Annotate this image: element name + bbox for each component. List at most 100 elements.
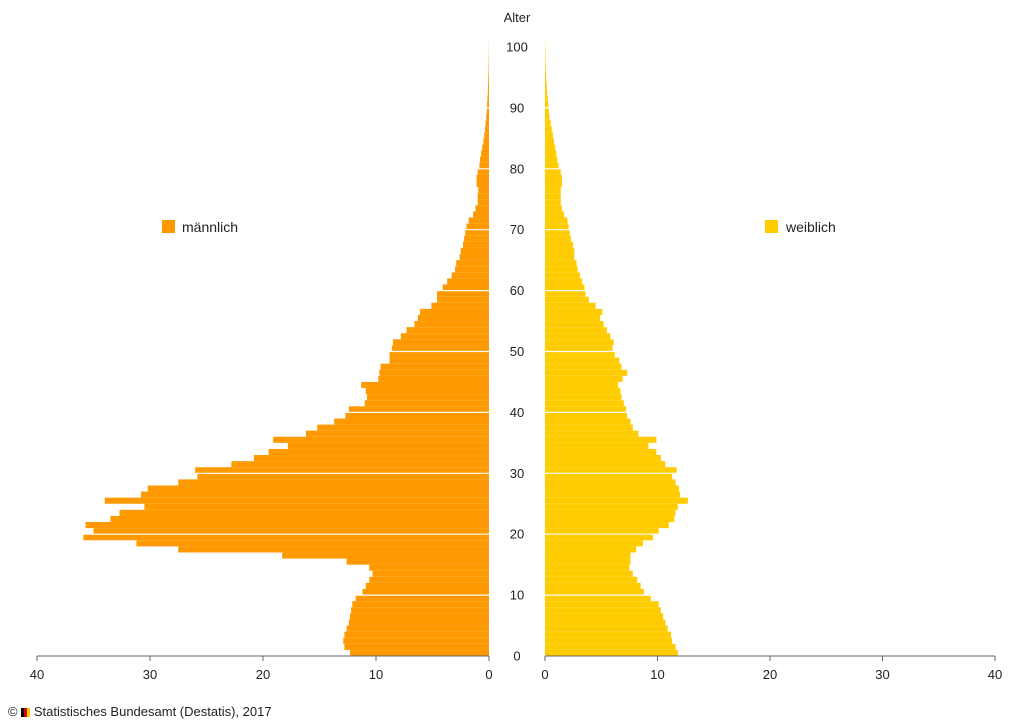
female-x-tick-label-30: 30 <box>875 667 889 682</box>
female-bar-age-46 <box>545 369 628 376</box>
male-bar-age-92 <box>487 89 489 96</box>
male-bar-age-77 <box>476 180 489 188</box>
male-bar-age-9 <box>355 595 489 602</box>
male-bar-age-71 <box>468 217 489 224</box>
male-bar-age-16 <box>282 552 489 559</box>
age-tick-label-90: 90 <box>510 100 524 115</box>
male-bar-age-40 <box>348 406 489 413</box>
female-bar-age-91 <box>545 95 548 102</box>
female-bar-age-9 <box>545 595 651 602</box>
female-bar-age-86 <box>545 126 552 133</box>
male-bar-age-11 <box>365 582 489 590</box>
male-bar-age-95 <box>488 71 490 78</box>
male-bar-age-26 <box>140 491 489 498</box>
female-bar-age-89 <box>545 107 549 114</box>
female-bar-age-40 <box>545 406 626 413</box>
male-bar-age-13 <box>372 570 489 577</box>
female-bar-age-28 <box>545 479 676 486</box>
age-tick-label-20: 20 <box>510 527 524 542</box>
male-bar-age-90 <box>487 101 489 108</box>
female-bar-age-69 <box>545 229 570 236</box>
male-bar-age-8 <box>352 601 489 608</box>
female-bar-age-42 <box>545 394 622 401</box>
male-bar-age-22 <box>110 515 489 523</box>
male-x-tick-label-30: 30 <box>143 667 157 682</box>
female-bar-age-56 <box>545 308 603 315</box>
female-bar-age-45 <box>545 375 623 382</box>
male-bar-age-49 <box>389 351 489 358</box>
female-bar-age-71 <box>545 217 568 224</box>
female-bar-age-62 <box>545 272 580 279</box>
male-bar-age-35 <box>273 436 489 443</box>
male-bar-age-65 <box>459 254 489 261</box>
legend-female-label: weiblich <box>785 219 836 235</box>
female-bar-age-82 <box>545 150 557 157</box>
male-bar-age-63 <box>455 266 489 273</box>
female-bar-age-34 <box>545 442 649 449</box>
male-bar-age-36 <box>305 430 489 437</box>
male-bar-age-68 <box>464 235 489 242</box>
male-bar-age-81 <box>479 156 489 163</box>
female-bar-age-75 <box>545 193 561 200</box>
male-bar-age-30 <box>195 467 489 474</box>
female-bar-age-26 <box>545 491 680 498</box>
male-bar-age-20 <box>93 528 489 535</box>
male-bar-age-10 <box>362 589 489 596</box>
male-bar-age-1 <box>344 643 489 650</box>
female-bar-age-21 <box>545 522 669 529</box>
female-bar-age-84 <box>545 138 554 145</box>
female-bar-age-94 <box>545 77 547 84</box>
male-bar-age-75 <box>477 193 489 200</box>
female-bar-age-92 <box>545 89 548 96</box>
copyright-symbol: © <box>8 704 18 719</box>
female-bar-age-29 <box>545 473 673 480</box>
female-bar-age-38 <box>545 418 631 425</box>
source-footer: © Statistisches Bundesamt (Destatis), 20… <box>8 704 272 719</box>
age-tick-label-60: 60 <box>510 283 524 298</box>
age-tick-label-0: 0 <box>513 649 520 664</box>
female-bar-age-27 <box>545 485 679 492</box>
male-bar-age-15 <box>346 558 489 565</box>
male-bar-age-33 <box>268 448 489 456</box>
female-bar-age-36 <box>545 430 639 437</box>
female-bar-age-61 <box>545 278 583 285</box>
male-bar-age-64 <box>456 260 489 267</box>
female-bar-age-44 <box>545 381 619 389</box>
male-bar-age-44 <box>361 381 489 389</box>
female-bar-age-97 <box>545 59 546 66</box>
male-bar-age-21 <box>85 522 489 529</box>
female-x-tick-label-20: 20 <box>763 667 777 682</box>
male-bar-age-45 <box>378 375 489 382</box>
female-bar-age-85 <box>545 132 553 139</box>
male-bar-age-2 <box>343 637 489 644</box>
male-x-tick-label-0: 0 <box>485 667 492 682</box>
male-bar-age-14 <box>369 564 489 571</box>
male-bar-age-25 <box>104 497 490 504</box>
age-tick-label-30: 30 <box>510 466 524 481</box>
male-bar-age-34 <box>287 442 489 449</box>
female-bar-age-59 <box>545 290 586 297</box>
female-bar-age-60 <box>545 284 585 291</box>
female-bar-age-65 <box>545 254 575 261</box>
legend-female-swatch <box>765 220 778 233</box>
male-bar-age-61 <box>447 278 489 285</box>
female-bar-age-25 <box>545 497 688 504</box>
female-bar-age-15 <box>545 558 631 565</box>
female-bar-age-10 <box>545 589 644 596</box>
male-bar-age-42 <box>366 394 489 401</box>
female-bar-age-80 <box>545 162 559 169</box>
female-bar-age-7 <box>545 607 661 614</box>
male-bar-age-55 <box>417 314 489 322</box>
female-bar-age-13 <box>545 570 633 577</box>
male-bar-age-5 <box>348 619 489 626</box>
female-bar-age-70 <box>545 223 569 230</box>
male-bar-age-88 <box>486 113 490 121</box>
male-bar-age-38 <box>334 418 489 425</box>
female-bar-age-95 <box>545 71 547 78</box>
female-bar-age-88 <box>545 113 550 121</box>
female-bar-age-5 <box>545 619 666 626</box>
female-bar-age-81 <box>545 156 558 163</box>
male-bar-age-29 <box>197 473 489 480</box>
male-bar-age-85 <box>484 132 489 139</box>
